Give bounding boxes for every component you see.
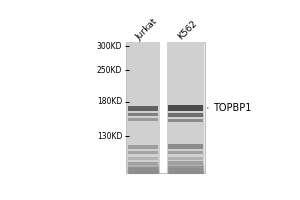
Bar (168, 113, 202, 117)
Bar (126, 42, 205, 173)
Bar (128, 157, 158, 160)
Bar (128, 162, 158, 165)
Bar (168, 105, 202, 111)
Bar (128, 118, 158, 121)
Bar (168, 157, 202, 160)
Bar (127, 42, 160, 173)
Text: 130KD: 130KD (97, 132, 122, 141)
Bar (128, 113, 158, 116)
Bar (168, 166, 202, 170)
Bar (168, 144, 202, 149)
Bar (128, 167, 158, 170)
Bar (128, 145, 158, 149)
Bar (167, 42, 204, 173)
Text: 250KD: 250KD (97, 66, 122, 75)
Text: K562: K562 (176, 19, 199, 42)
Bar (128, 106, 158, 111)
Bar (168, 119, 202, 122)
Bar (168, 161, 202, 165)
Bar (128, 151, 158, 154)
Text: Jurkat: Jurkat (135, 17, 160, 42)
Bar (168, 151, 202, 154)
Text: 180KD: 180KD (97, 97, 122, 106)
Text: 300KD: 300KD (97, 42, 122, 51)
Text: TOPBP1: TOPBP1 (213, 103, 251, 113)
